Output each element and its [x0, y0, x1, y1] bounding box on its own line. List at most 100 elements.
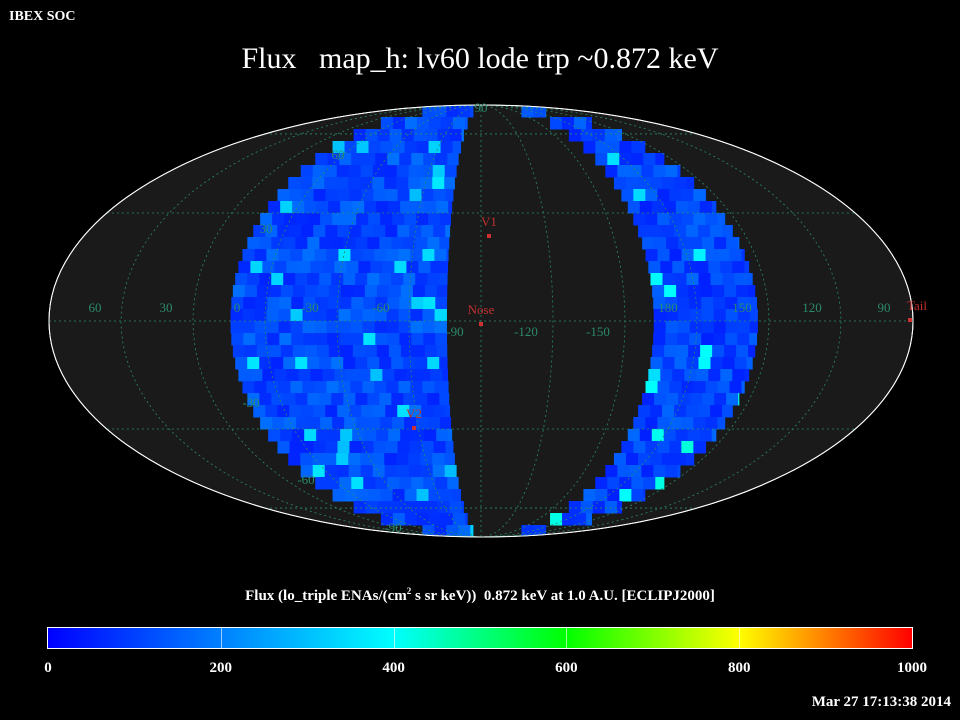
flux-pixel: [349, 405, 362, 418]
flux-pixel: [344, 417, 357, 430]
flux-pixel: [364, 285, 378, 298]
flux-pixel: [445, 225, 451, 238]
flux-pixel: [705, 441, 707, 454]
flux-pixel: [374, 309, 388, 322]
flux-pixel: [439, 393, 450, 406]
flux-pixel: [400, 345, 414, 358]
flux-pixel: [693, 189, 706, 202]
flux-pixel: [722, 405, 733, 418]
flux-pixel: [693, 213, 706, 226]
flux-pixel: [645, 381, 659, 394]
flux-pixel: [403, 357, 416, 370]
flux-pixel: [303, 297, 316, 310]
flux-pixel: [741, 249, 745, 262]
flux-pixel: [699, 201, 713, 214]
flux-pixel: [726, 237, 739, 250]
flux-pixel: [344, 141, 358, 154]
flux-pixel: [665, 465, 678, 478]
flux-pixel: [699, 429, 713, 442]
flux-pixel: [308, 213, 321, 226]
flux-pixel: [674, 405, 687, 418]
flux-pixel: [384, 165, 398, 178]
flux-pixel: [669, 381, 683, 394]
flux-pixel: [645, 441, 658, 454]
flux-pixel: [428, 213, 441, 226]
flux-pixel: [235, 357, 248, 370]
flux-pixel: [362, 249, 375, 262]
marker-label: Nose: [468, 302, 495, 317]
flux-pixel: [337, 189, 350, 202]
flux-pixel: [319, 273, 332, 286]
flux-pixel: [289, 225, 302, 238]
flux-pixel: [650, 225, 663, 238]
flux-pixel: [277, 441, 290, 454]
flux-pixel: [255, 297, 268, 310]
flux-pixel: [361, 405, 374, 418]
flux-pixel: [386, 249, 399, 262]
flux-pixel: [389, 129, 403, 142]
flux-pixel: [616, 129, 623, 142]
colorbar-tick: 400: [382, 660, 405, 676]
flux-pixel: [344, 489, 358, 502]
flux-pixel: [574, 117, 587, 130]
flux-pixel: [406, 261, 419, 274]
flux-pixel: [379, 393, 392, 406]
flux-pixel: [386, 321, 400, 334]
flux-pixel: [307, 237, 320, 250]
flux-pixel: [423, 297, 436, 310]
flux-pixel: [385, 405, 398, 418]
flux-pixel: [301, 189, 314, 202]
flux-pixel: [444, 165, 457, 178]
flux-pixel: [652, 285, 665, 298]
flux-pixel: [408, 165, 422, 178]
flux-pixel: [717, 417, 726, 430]
flux-pixel: [657, 381, 671, 394]
flux-pixel: [268, 201, 281, 214]
flux-pixel: [669, 189, 682, 202]
flux-pixel: [732, 369, 745, 382]
flux-pixel: [343, 357, 356, 370]
flux-pixel: [327, 153, 340, 166]
flux-pixel: [274, 261, 287, 274]
flux-pixel: [421, 189, 434, 202]
flux-pixel: [701, 297, 714, 310]
flux-pixel: [708, 261, 721, 274]
flux-pixel: [376, 201, 389, 214]
flux-pixel: [283, 237, 296, 250]
flux-pixel: [325, 405, 338, 418]
flux-pixel: [650, 273, 664, 286]
flux-pixel: [300, 177, 313, 190]
flux-pixel: [470, 525, 474, 537]
flux-pixel: [313, 189, 326, 202]
flux-pixel: [713, 321, 727, 334]
flux-pixel: [386, 381, 399, 394]
flux-pixel: [259, 237, 272, 250]
flux-pixel: [412, 201, 425, 214]
flux-pixel: [267, 333, 280, 346]
flux-pixel: [605, 465, 618, 478]
flux-pixel: [638, 225, 651, 238]
flux-pixel: [673, 453, 687, 466]
flux-pixel: [725, 321, 739, 334]
flux-pixel: [710, 357, 724, 370]
flux-pixel: [436, 201, 449, 214]
flux-pixel: [362, 309, 376, 322]
flux-pixel: [319, 357, 332, 370]
flux-pixel: [657, 189, 670, 202]
flux-pixel: [384, 453, 397, 466]
flux-pixel: [370, 261, 383, 274]
flux-pixel: [336, 177, 349, 190]
flux-pixel: [677, 333, 690, 346]
flux-pixel: [410, 321, 424, 334]
colorbar-divider: [566, 628, 568, 648]
longitude-label: 150: [732, 300, 752, 315]
flux-pixel: [348, 453, 361, 466]
flux-pixel: [399, 477, 412, 490]
flux-pixel: [314, 309, 328, 322]
flux-pixel: [332, 417, 345, 430]
flux-pixel: [710, 273, 724, 286]
flux-pixel: [310, 369, 323, 382]
flux-pixel: [627, 201, 641, 214]
flux-pixel: [361, 441, 374, 454]
flux-pixel: [649, 177, 663, 190]
